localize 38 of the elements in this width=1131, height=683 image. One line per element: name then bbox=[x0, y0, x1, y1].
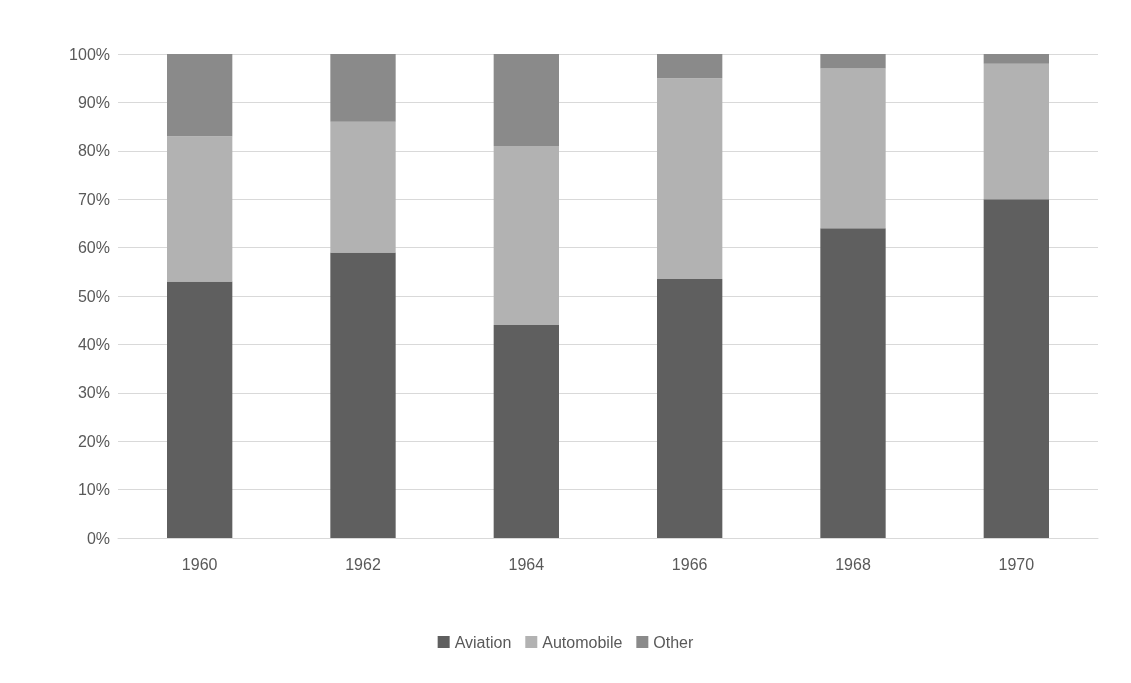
bar bbox=[657, 78, 723, 280]
x-tick-label: 1968 bbox=[835, 555, 871, 573]
y-tick-label: 50% bbox=[77, 287, 110, 305]
y-tick-label: 60% bbox=[77, 239, 110, 257]
legend-label: Automobile bbox=[542, 633, 623, 651]
x-tick-label: 1962 bbox=[345, 555, 381, 573]
bar bbox=[330, 54, 396, 122]
y-tick-label: 80% bbox=[77, 142, 110, 160]
bar bbox=[330, 252, 396, 538]
bar bbox=[657, 54, 723, 79]
legend-label: Aviation bbox=[454, 633, 512, 651]
y-tick-label: 10% bbox=[77, 481, 110, 499]
y-tick-label: 30% bbox=[77, 384, 110, 402]
y-tick-label: 70% bbox=[77, 190, 110, 208]
bar bbox=[983, 199, 1049, 538]
y-tick-label: 40% bbox=[77, 335, 110, 353]
bar bbox=[167, 281, 233, 538]
bar bbox=[820, 54, 886, 69]
bar bbox=[167, 54, 233, 137]
y-tick-label: 90% bbox=[77, 93, 110, 111]
y-tick-label: 100% bbox=[69, 45, 110, 63]
y-tick-label: 0% bbox=[86, 529, 110, 547]
x-tick-label: 1966 bbox=[671, 555, 708, 573]
y-tick-label: 20% bbox=[77, 432, 110, 450]
x-tick-label: 1964 bbox=[508, 555, 545, 573]
bar bbox=[657, 279, 723, 538]
bar bbox=[493, 325, 559, 538]
bar bbox=[493, 145, 559, 326]
bar bbox=[983, 54, 1049, 64]
bar bbox=[820, 228, 886, 538]
x-tick-label: 1960 bbox=[181, 555, 218, 573]
bar bbox=[983, 63, 1049, 200]
bar bbox=[820, 68, 886, 229]
legend-label: Other bbox=[653, 633, 695, 651]
bar bbox=[167, 136, 233, 282]
bar bbox=[493, 54, 559, 146]
bar bbox=[330, 121, 396, 253]
x-tick-label: 1970 bbox=[998, 555, 1035, 573]
